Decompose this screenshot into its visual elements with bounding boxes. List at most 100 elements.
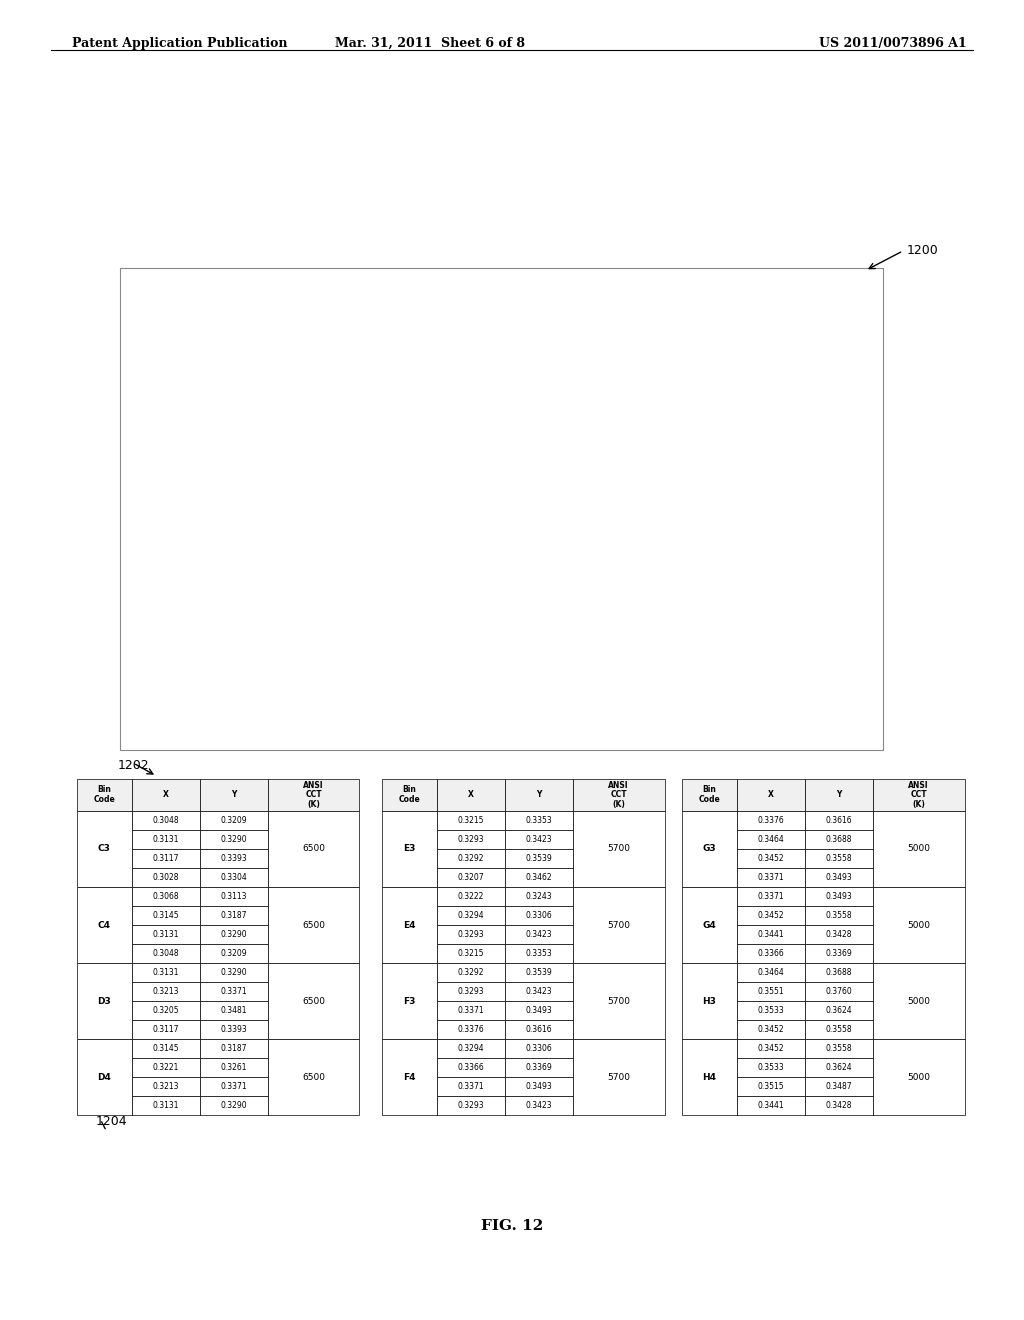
Text: 1200: 1200 (906, 244, 938, 257)
Bar (505, 779, 572, 810)
Text: 0.3493: 0.3493 (525, 1082, 552, 1092)
Bar (437, 964, 505, 982)
Text: Y: Y (231, 791, 237, 800)
Bar (437, 1077, 505, 1097)
Bar (132, 867, 200, 887)
Bar (737, 887, 805, 906)
Text: 0.3353: 0.3353 (525, 949, 552, 958)
Text: 0.3353: 0.3353 (525, 816, 552, 825)
Text: 0.3558: 0.3558 (825, 911, 852, 920)
Bar (805, 887, 872, 906)
Text: 5000: 5000 (907, 1073, 930, 1082)
Text: 1202: 1202 (118, 759, 150, 772)
Text: US 2011/0073896 A1: US 2011/0073896 A1 (819, 37, 967, 50)
Text: 0.3293: 0.3293 (458, 987, 484, 997)
Text: 0.3371: 0.3371 (220, 987, 247, 997)
Bar (382, 887, 437, 964)
Text: 0.3209: 0.3209 (220, 816, 247, 825)
Text: D3: D3 (362, 539, 377, 548)
Text: 0.3213: 0.3213 (153, 987, 179, 997)
Text: 0.3131: 0.3131 (153, 1101, 179, 1110)
Text: 0.3290: 0.3290 (220, 968, 247, 977)
Text: F4: F4 (552, 531, 564, 540)
Text: D4: D4 (375, 599, 389, 609)
Text: 0.3292: 0.3292 (458, 968, 484, 977)
Bar (77, 779, 132, 810)
Text: 0.3294: 0.3294 (458, 911, 484, 920)
Text: 0.3213: 0.3213 (153, 1082, 179, 1092)
Text: H3: H3 (702, 997, 717, 1006)
Bar (872, 779, 965, 810)
Bar (805, 779, 872, 810)
Polygon shape (603, 368, 710, 480)
Text: 0.3048: 0.3048 (153, 949, 179, 958)
Bar (872, 964, 965, 1039)
Text: 5000: 5000 (907, 920, 930, 929)
Bar (505, 964, 572, 982)
Text: 0.3423: 0.3423 (525, 1101, 552, 1110)
Bar (437, 810, 505, 830)
Bar (505, 830, 572, 849)
Bar (267, 887, 359, 964)
Polygon shape (513, 409, 609, 520)
Text: 0.3487: 0.3487 (825, 1082, 852, 1092)
Bar (437, 1059, 505, 1077)
Bar (132, 1059, 200, 1077)
Text: 0.3616: 0.3616 (825, 816, 852, 825)
Text: 0.3624: 0.3624 (825, 1064, 852, 1072)
Text: H4: H4 (727, 458, 741, 467)
Bar (682, 887, 737, 964)
Polygon shape (514, 480, 603, 587)
Bar (805, 906, 872, 925)
Text: 6500: 6500 (302, 920, 325, 929)
Text: 0.3207: 0.3207 (458, 873, 484, 882)
Bar (805, 1020, 872, 1039)
Polygon shape (329, 550, 432, 656)
Bar (572, 887, 665, 964)
Text: 0.3452: 0.3452 (758, 1044, 784, 1053)
Bar (505, 810, 572, 830)
Bar (805, 1039, 872, 1059)
Bar (437, 1020, 505, 1039)
Text: F3: F3 (403, 997, 416, 1006)
Text: 0.3376: 0.3376 (458, 1026, 484, 1035)
Text: 0.3393: 0.3393 (220, 1026, 247, 1035)
Bar (805, 1077, 872, 1097)
Bar (737, 779, 805, 810)
Text: E3: E3 (460, 499, 472, 507)
Bar (267, 964, 359, 1039)
Bar (572, 964, 665, 1039)
Text: 5000: 5000 (907, 845, 930, 853)
Bar (805, 925, 872, 944)
Bar (805, 982, 872, 1001)
Bar (872, 887, 965, 964)
Text: 0.3209: 0.3209 (220, 949, 247, 958)
Text: Bin
Code: Bin Code (93, 785, 116, 804)
Text: Y: Y (837, 791, 842, 800)
Polygon shape (423, 520, 515, 614)
Bar (132, 925, 200, 944)
Bar (200, 1097, 267, 1115)
Text: 0.3243: 0.3243 (525, 892, 552, 902)
Text: X: X (468, 791, 474, 800)
Bar (200, 1020, 267, 1039)
Text: 7040 K: 7040 K (185, 461, 209, 487)
Text: E3: E3 (403, 845, 416, 853)
Polygon shape (414, 454, 514, 550)
Y-axis label: Y: Y (131, 502, 143, 508)
Text: 0.3423: 0.3423 (525, 931, 552, 939)
Text: 0.3290: 0.3290 (220, 1101, 247, 1110)
Text: C4: C4 (280, 644, 292, 653)
Bar (382, 964, 437, 1039)
Text: 1204: 1204 (95, 1115, 127, 1129)
Text: 5310 K: 5310 K (648, 519, 672, 545)
Text: 5020 K: 5020 K (762, 531, 786, 557)
Text: 6530 K: 6530 K (283, 426, 306, 453)
Bar (805, 964, 872, 982)
Bar (682, 964, 737, 1039)
Text: C3: C3 (253, 610, 266, 619)
Text: G3: G3 (648, 421, 662, 429)
Bar (200, 982, 267, 1001)
Bar (200, 779, 267, 810)
Text: 0.3493: 0.3493 (525, 1006, 552, 1015)
